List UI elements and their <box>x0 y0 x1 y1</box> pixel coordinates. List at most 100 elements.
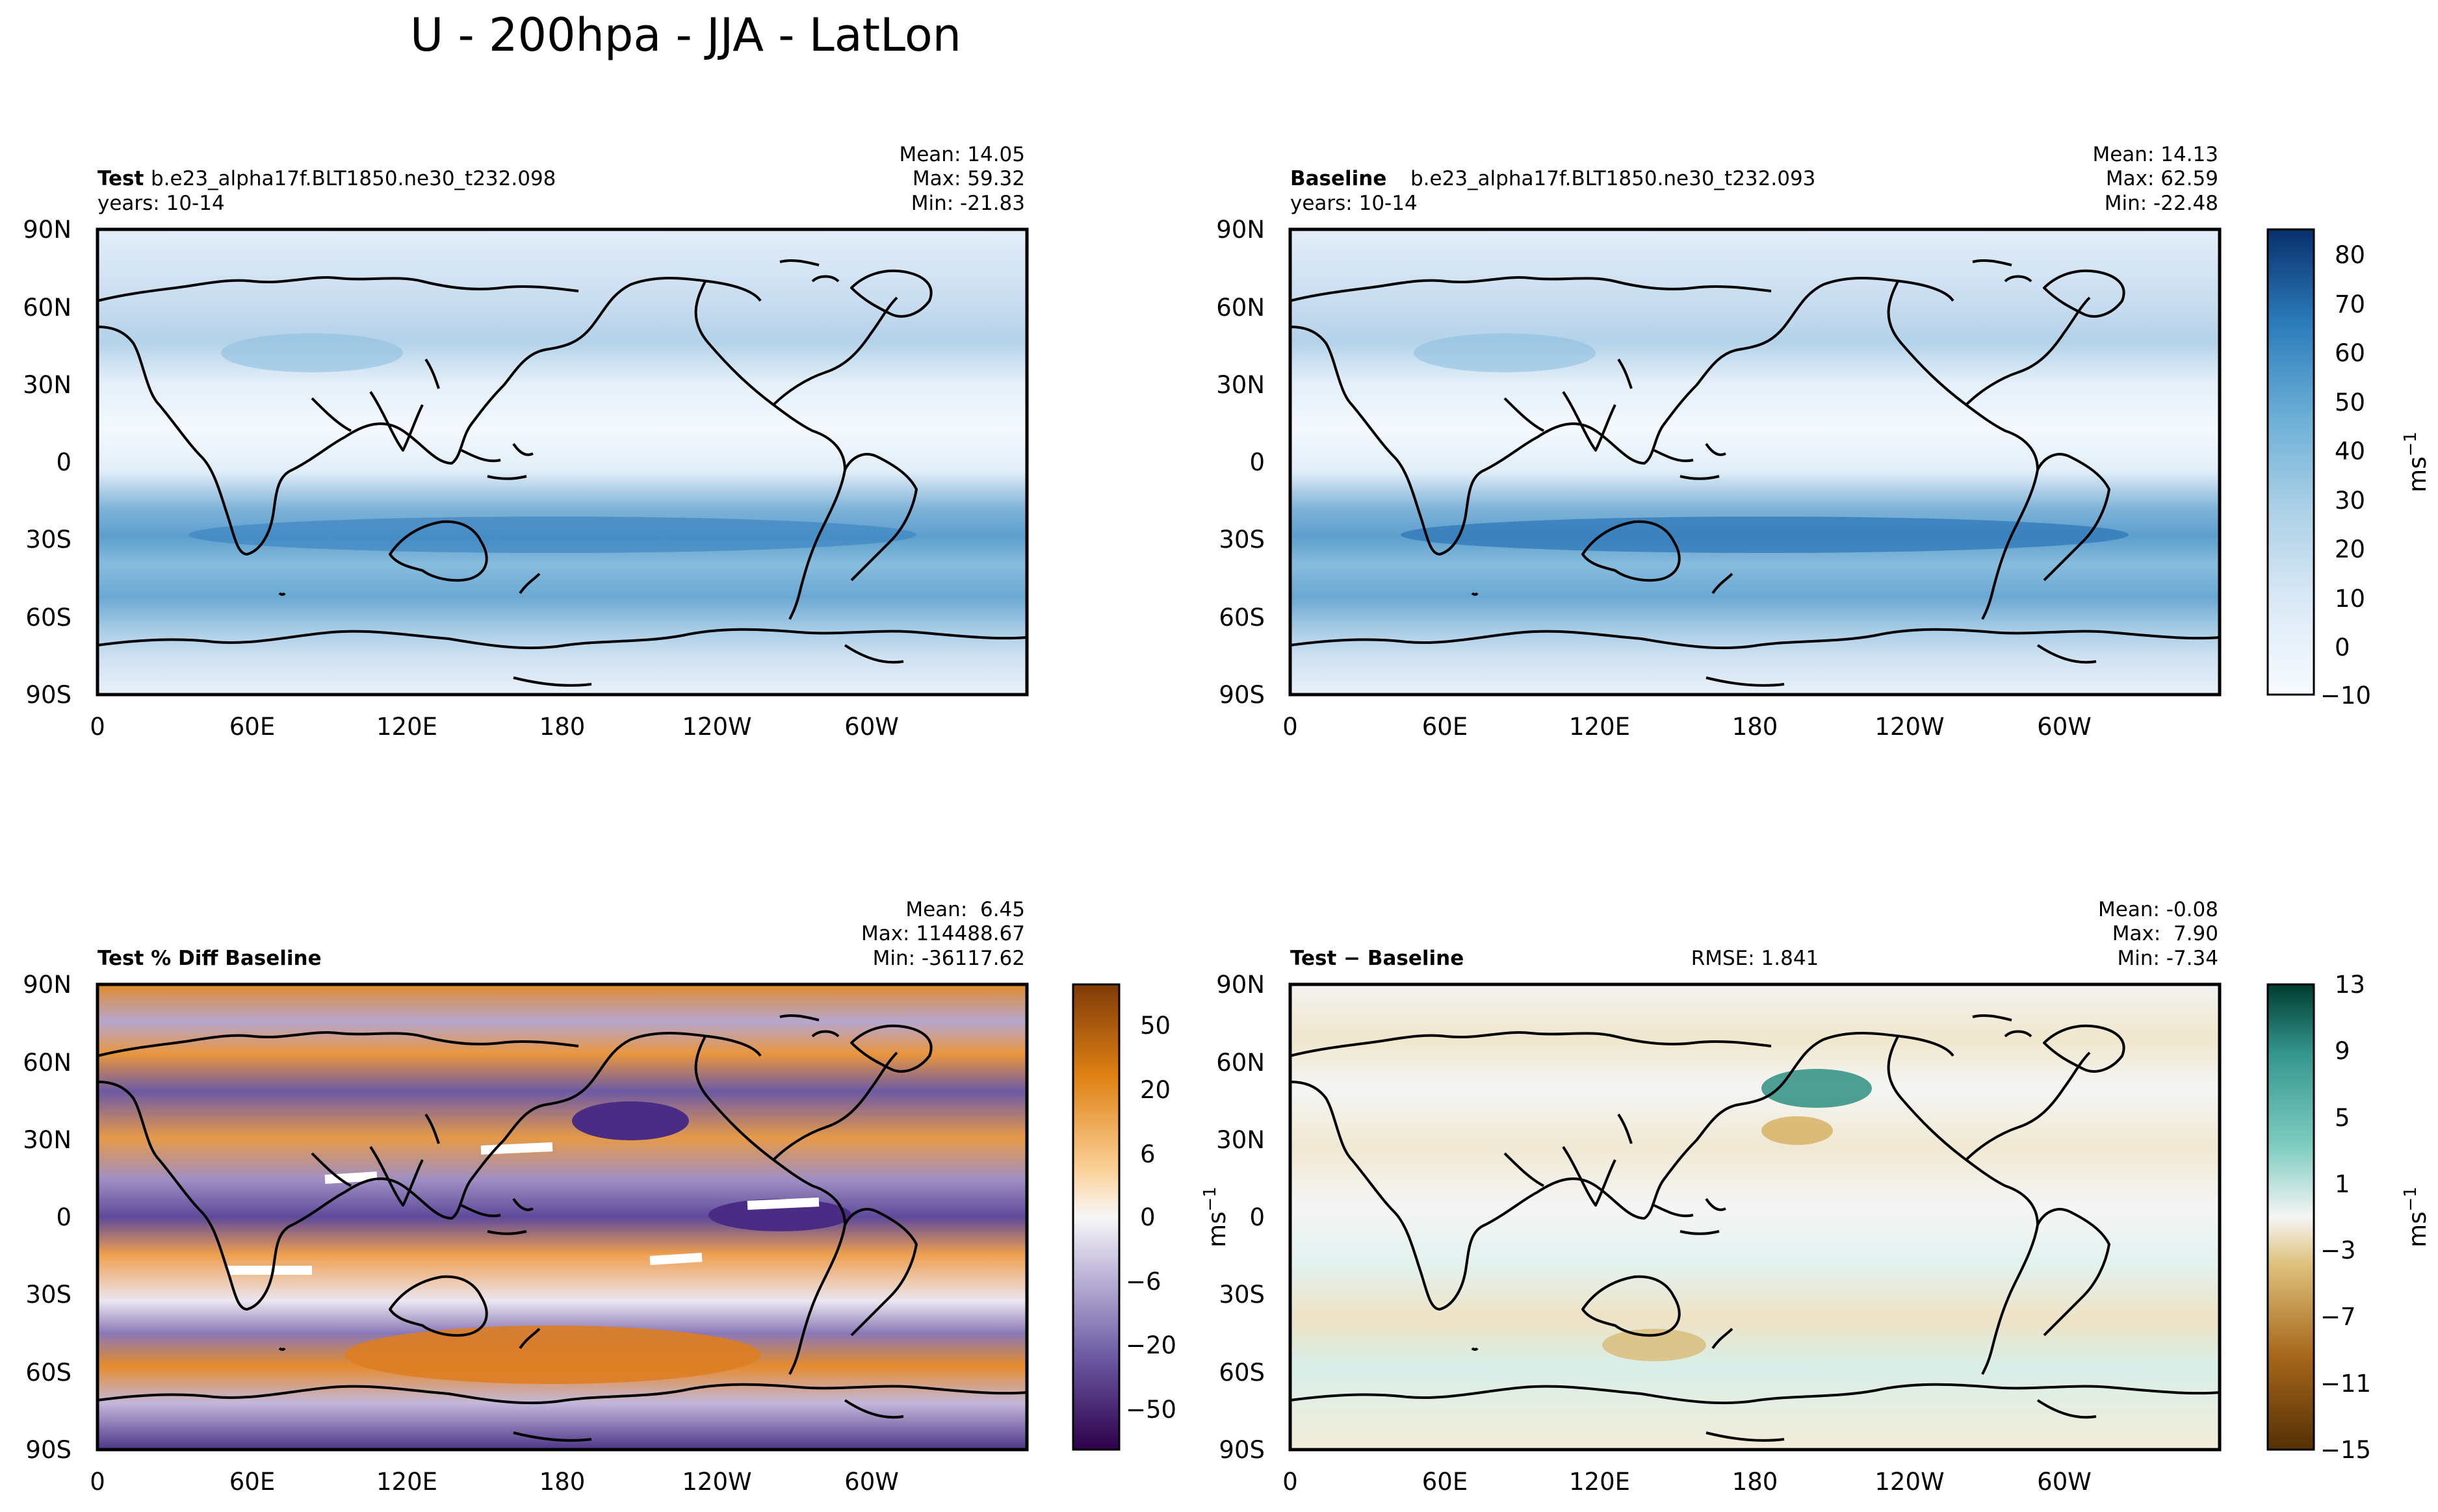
puor-cb-tick-4: −6 <box>1126 1268 1161 1296</box>
diff-ytick-5: 60S <box>1219 1359 1265 1387</box>
brbg-colorbar-fill <box>2266 983 2315 1451</box>
test-stat-max: Max: 59.32 <box>913 167 1025 190</box>
baseline-stat-mean: Mean: 14.13 <box>2092 143 2218 166</box>
diff-field <box>1290 984 2220 1450</box>
blues-cb-tick-0: 80 <box>2335 241 2365 269</box>
diff-title: Test − Baseline <box>1290 947 1464 970</box>
test-field <box>97 229 1027 695</box>
test-xtick-5: 60W <box>844 713 899 741</box>
test-stat-min: Min: -21.83 <box>911 192 1025 215</box>
baseline-ytick-0: 90N <box>1216 216 1265 244</box>
brbg-cb-tick-2: 5 <box>2335 1104 2350 1132</box>
test-xtick-4: 120W <box>682 713 751 741</box>
blues-cb-tick-4: 40 <box>2335 437 2365 465</box>
brbg-cb-tick-0: 13 <box>2335 971 2365 999</box>
puor-cb-tick-5: −20 <box>1126 1331 1176 1359</box>
blues-cb-unit-base: ms <box>2404 457 2432 493</box>
blues-colorbar-fill <box>2266 228 2315 696</box>
test-ytick-4: 30S <box>25 526 71 554</box>
puor-cb-tick-1: 20 <box>1140 1076 1171 1104</box>
test-ytick-3: 0 <box>56 448 71 476</box>
test-jet-core <box>188 517 916 553</box>
puor-cb-tick-0: 50 <box>1140 1012 1171 1040</box>
diff-frame <box>1288 982 2222 1452</box>
brbg-cb-tick-6: −11 <box>2320 1370 2371 1398</box>
pctdiff-ytick-6: 90S <box>25 1436 71 1464</box>
diff-ytick-6: 90S <box>1219 1436 1265 1464</box>
blues-cb-unit-exp: −1 <box>2401 431 2420 456</box>
pctdiff-xtick-1: 60E <box>229 1468 275 1496</box>
pctdiff-white-streaks <box>227 1142 820 1275</box>
test-ytick-5: 60S <box>25 604 71 632</box>
diff-pos-anomaly <box>1761 1069 1872 1108</box>
pctdiff-ytick-2: 30N <box>23 1126 71 1154</box>
blues-colorbar: 80 70 60 50 40 30 20 10 0 −10 ms−1 <box>2266 228 2432 710</box>
pctdiff-x-axis: 0 60E 120E 180 120W 60W <box>90 1468 899 1496</box>
diff-x-axis: 0 60E 120E 180 120W 60W <box>1282 1468 2092 1496</box>
test-frame <box>96 227 1029 697</box>
brbg-cb-tick-1: 9 <box>2335 1037 2350 1065</box>
brbg-cb-unit-exp: −1 <box>2401 1186 2420 1211</box>
diff-stat-max: Max: 7.90 <box>2112 922 2218 945</box>
pctdiff-ytick-4: 30S <box>25 1281 71 1309</box>
brbg-cb-unit: ms−1 <box>2401 1186 2432 1248</box>
blues-cb-tick-5: 30 <box>2335 487 2365 515</box>
test-xtick-3: 180 <box>539 713 586 741</box>
brbg-cb-tick-3: 1 <box>2335 1170 2350 1198</box>
pctdiff-blob-3 <box>344 1326 760 1384</box>
brbg-cb-tick-7: −15 <box>2320 1436 2371 1464</box>
diff-ytick-1: 60N <box>1216 1049 1265 1077</box>
test-nh-jet <box>221 333 403 372</box>
baseline-xtick-3: 180 <box>1732 713 1778 741</box>
test-years: years: 10-14 <box>97 192 225 215</box>
puor-colorbar-fill <box>1072 983 1121 1451</box>
blues-cb-tick-3: 50 <box>2335 389 2365 416</box>
brbg-cb-tick-4: −3 <box>2320 1237 2356 1264</box>
baseline-xtick-2: 120E <box>1569 713 1630 741</box>
panel-diff: Test − Baseline RMSE: 1.841 Mean: -0.08 … <box>1216 898 2432 1496</box>
baseline-stat-max: Max: 62.59 <box>2106 167 2218 190</box>
pctdiff-stat-max: Max: 114488.67 <box>861 922 1025 945</box>
baseline-stat-min: Min: -22.48 <box>2105 192 2218 215</box>
diff-xtick-1: 60E <box>1422 1468 1468 1496</box>
pctdiff-xtick-4: 120W <box>682 1468 751 1496</box>
baseline-nh-jet <box>1414 333 1596 372</box>
diff-neg-anomaly-2 <box>1602 1329 1706 1361</box>
test-name-label: Test <box>97 167 144 190</box>
diff-xtick-0: 0 <box>1282 1468 1298 1496</box>
baseline-x-axis: 0 60E 120E 180 120W 60W <box>1282 713 2092 741</box>
puor-cb-unit: ms−1 <box>1200 1186 1231 1248</box>
blues-cb-tick-6: 20 <box>2335 535 2365 563</box>
pctdiff-ytick-5: 60S <box>25 1359 71 1387</box>
panel-test: Test b.e23_alpha17f.BLT1850.ne30_t232.09… <box>23 143 1029 741</box>
baseline-xtick-4: 120W <box>1874 713 1944 741</box>
puor-cb-tick-3: 0 <box>1140 1203 1156 1231</box>
panel-pct-diff: Test % Diff Baseline Mean: 6.45 Max: 114… <box>23 898 1231 1496</box>
diff-y-axis: 90N 60N 30N 0 30S 60S 90S <box>1216 971 1265 1464</box>
diff-xtick-2: 120E <box>1569 1468 1630 1496</box>
blues-cb-tick-8: 0 <box>2335 634 2350 661</box>
baseline-jet-core <box>1401 517 2129 553</box>
diff-rmse: RMSE: 1.841 <box>1691 947 1819 970</box>
baseline-ytick-6: 90S <box>1219 681 1265 709</box>
test-name-value: b.e23_alpha17f.BLT1850.ne30_t232.098 <box>151 167 556 190</box>
baseline-ytick-1: 60N <box>1216 294 1265 322</box>
puor-cb-tick-6: −50 <box>1126 1396 1176 1424</box>
pctdiff-xtick-0: 0 <box>90 1468 105 1496</box>
blues-cb-unit: ms−1 <box>2401 431 2432 493</box>
blues-cb-tick-1: 70 <box>2335 290 2365 318</box>
pctdiff-stat-min: Min: -36117.62 <box>873 947 1025 970</box>
baseline-field <box>1290 229 2220 695</box>
pctdiff-y-axis: 90N 60N 30N 0 30S 60S 90S <box>23 971 71 1464</box>
diff-map <box>1288 982 2222 1452</box>
baseline-ytick-4: 30S <box>1219 526 1265 554</box>
puor-cb-unit-exp: −1 <box>1200 1186 1220 1211</box>
baseline-xtick-1: 60E <box>1422 713 1468 741</box>
test-ytick-6: 90S <box>25 681 71 709</box>
pctdiff-map <box>96 982 1029 1452</box>
baseline-frame <box>1288 227 2222 697</box>
baseline-name-value: b.e23_alpha17f.BLT1850.ne30_t232.093 <box>1410 167 1815 190</box>
brbg-colorbar: 13 9 5 1 −3 −7 −11 −15 ms−1 <box>2266 971 2432 1464</box>
diff-xtick-5: 60W <box>2037 1468 2092 1496</box>
